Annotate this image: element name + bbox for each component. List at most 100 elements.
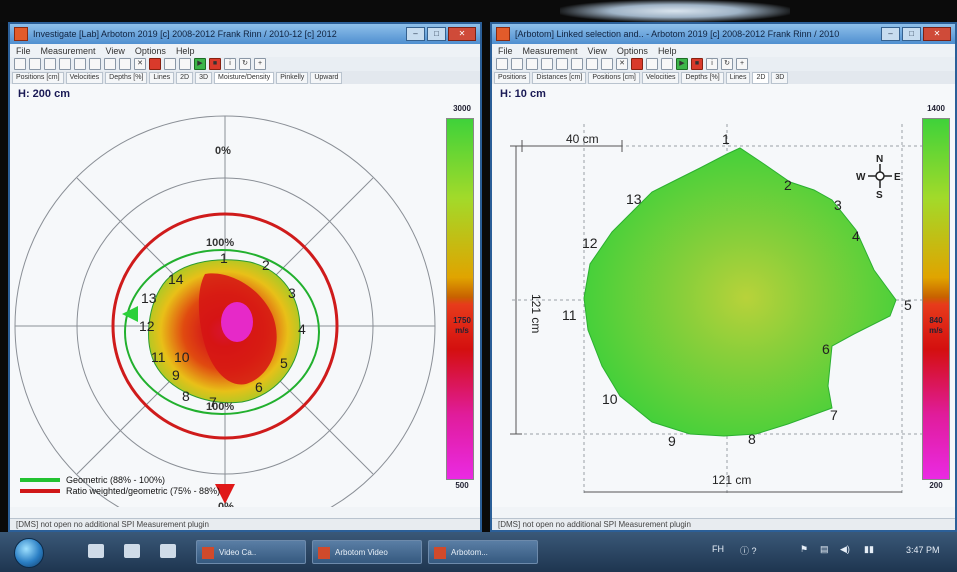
- sensor-labels: 1 2 3 4 5 6 7 8 9 10 11 12 13: [562, 131, 912, 449]
- copy-icon[interactable]: [571, 58, 583, 70]
- tray-flag-icon[interactable]: ⚑: [800, 544, 809, 554]
- menu-file[interactable]: File: [16, 45, 31, 56]
- tab-lines[interactable]: Lines: [149, 71, 175, 84]
- tab-depths[interactable]: Depths [%]: [681, 71, 724, 84]
- maximize-button[interactable]: □: [427, 27, 446, 41]
- wrench-icon[interactable]: [661, 58, 673, 70]
- tab-upward[interactable]: Upward: [310, 71, 343, 84]
- tab-pinkelly[interactable]: Pinkelly: [276, 71, 309, 84]
- tab-distances[interactable]: Distances [cm]: [532, 71, 587, 84]
- delete-icon[interactable]: ✕: [616, 58, 628, 70]
- save-as-icon[interactable]: [59, 58, 71, 70]
- copy-icon[interactable]: [89, 58, 101, 70]
- print-icon[interactable]: [586, 58, 598, 70]
- delete-icon[interactable]: ✕: [134, 58, 146, 70]
- menu-view[interactable]: View: [587, 45, 607, 56]
- left-title-bar[interactable]: Investigate [Lab] Arbotom 2019 [c] 2008-…: [10, 24, 480, 44]
- minimize-button[interactable]: –: [881, 27, 900, 41]
- compass-n: N: [876, 154, 883, 165]
- tab-2d[interactable]: 2D: [752, 71, 770, 84]
- right-title-bar[interactable]: [Arbotom] Linked selection and.. - Arbot…: [492, 24, 955, 44]
- sensor-4: 4: [852, 228, 860, 244]
- tab-moisture-density[interactable]: Moisture/Density: [214, 71, 275, 84]
- new-file-icon[interactable]: [496, 58, 508, 70]
- media-icon[interactable]: [160, 544, 176, 558]
- legend-swatch-red: [20, 488, 60, 493]
- tab-positions[interactable]: Positions: [494, 71, 531, 84]
- tray-volume-icon[interactable]: ◀): [840, 544, 850, 554]
- tray-language[interactable]: FH: [712, 544, 724, 554]
- explorer-icon[interactable]: [124, 544, 140, 558]
- taskbar-clock[interactable]: 3:47 PM: [906, 545, 940, 555]
- tab-positions[interactable]: Positions [cm]: [12, 71, 64, 84]
- menu-options[interactable]: Options: [616, 45, 648, 56]
- cut-icon[interactable]: [556, 58, 568, 70]
- record-icon[interactable]: [149, 58, 161, 70]
- tab-2d[interactable]: 2D: [176, 71, 194, 84]
- save-as-icon[interactable]: [541, 58, 553, 70]
- tab-velocities[interactable]: Velocities: [65, 71, 104, 84]
- sensor-8: 8: [748, 431, 756, 447]
- open-folder-icon[interactable]: [511, 58, 523, 70]
- save-icon[interactable]: [526, 58, 538, 70]
- sensor-7: 7: [209, 394, 217, 410]
- close-button[interactable]: ✕: [448, 27, 476, 41]
- play-icon[interactable]: ▶: [676, 58, 688, 70]
- ie-icon[interactable]: [88, 544, 104, 558]
- menu-view[interactable]: View: [105, 45, 125, 56]
- tab-positions-cm[interactable]: Positions [cm]: [588, 71, 640, 84]
- stop-icon[interactable]: ■: [209, 58, 221, 70]
- cross-section-map: 1 2 3 4 5 6 7 8 9 10 11 12 13 40 cm 121 …: [510, 124, 922, 494]
- tray-help-icon[interactable]: ⓘ ?: [740, 546, 757, 556]
- taskbar-item-1[interactable]: Video Ca..: [196, 540, 306, 564]
- print-icon[interactable]: [104, 58, 116, 70]
- add-icon[interactable]: +: [254, 58, 266, 70]
- info-icon[interactable]: i: [224, 58, 236, 70]
- play-icon[interactable]: ▶: [194, 58, 206, 70]
- add-icon[interactable]: +: [736, 58, 748, 70]
- open-folder-icon[interactable]: [29, 58, 41, 70]
- menu-file[interactable]: File: [498, 45, 513, 56]
- menu-options[interactable]: Options: [134, 45, 166, 56]
- print-preview-icon[interactable]: [119, 58, 131, 70]
- tray-network-icon[interactable]: ▤: [820, 544, 829, 554]
- start-button[interactable]: [14, 538, 44, 568]
- right-tomography-window: [Arbotom] Linked selection and.. - Arbot…: [490, 22, 957, 532]
- tab-3d[interactable]: 3D: [195, 71, 213, 84]
- dimension-side-label: 121 cm: [529, 294, 543, 333]
- stop-icon[interactable]: ■: [691, 58, 703, 70]
- minimize-button[interactable]: –: [406, 27, 425, 41]
- close-button[interactable]: ✕: [923, 27, 951, 41]
- dimension-bottom-label: 121 cm: [712, 473, 751, 487]
- taskbar-item-3[interactable]: Arbotom...: [428, 540, 538, 564]
- save-icon[interactable]: [44, 58, 56, 70]
- maximize-button[interactable]: □: [902, 27, 921, 41]
- sensor-2: 2: [784, 177, 792, 193]
- sensor-5: 5: [280, 355, 288, 371]
- menu-measurement[interactable]: Measurement: [522, 45, 578, 56]
- print-preview-icon[interactable]: [601, 58, 613, 70]
- tools-icon[interactable]: [646, 58, 658, 70]
- wrench-icon[interactable]: [179, 58, 191, 70]
- tools-icon[interactable]: [164, 58, 176, 70]
- tab-3d[interactable]: 3D: [771, 71, 789, 84]
- info-icon[interactable]: i: [706, 58, 718, 70]
- tab-velocities[interactable]: Velocities: [641, 71, 680, 84]
- record-icon[interactable]: [631, 58, 643, 70]
- menu-help[interactable]: Help: [657, 45, 677, 56]
- compass-icon: [868, 164, 892, 188]
- menu-help[interactable]: Help: [175, 45, 195, 56]
- compass-e: E: [894, 172, 901, 183]
- right-velocity-scale: [922, 118, 950, 480]
- refresh-icon[interactable]: ↻: [239, 58, 251, 70]
- tab-depths[interactable]: Depths [%]: [105, 71, 148, 84]
- taskbar-item-2[interactable]: Arbotom Video: [312, 540, 422, 564]
- menu-measurement[interactable]: Measurement: [40, 45, 96, 56]
- tray-signal-icon[interactable]: ▮▮: [864, 544, 874, 554]
- refresh-icon[interactable]: ↻: [721, 58, 733, 70]
- polar-tomogram: 0% 100% 100% 0% 1 2 3 4 5 6 7 8 9 10 11 …: [14, 115, 436, 507]
- left-velocity-scale: [446, 118, 474, 480]
- tab-lines[interactable]: Lines: [725, 71, 751, 84]
- new-file-icon[interactable]: [14, 58, 26, 70]
- cut-icon[interactable]: [74, 58, 86, 70]
